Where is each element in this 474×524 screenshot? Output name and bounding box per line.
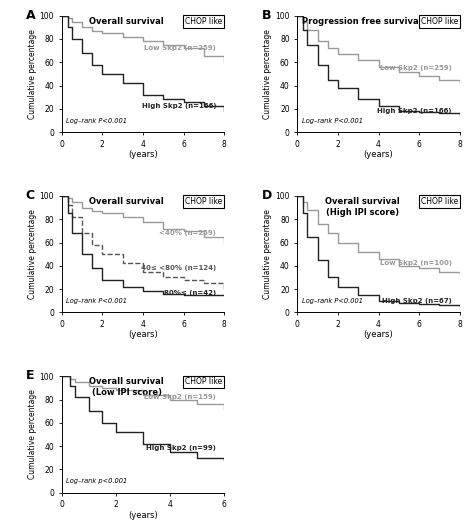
Text: Overall survival: Overall survival: [89, 377, 164, 386]
Text: 80%≤ (n=42): 80%≤ (n=42): [164, 290, 216, 296]
Text: High Skp2 (n=99): High Skp2 (n=99): [146, 445, 216, 451]
Text: Low Skp2 (n=100): Low Skp2 (n=100): [380, 260, 452, 266]
Text: Log–rank p<0.001: Log–rank p<0.001: [66, 478, 128, 484]
X-axis label: (years): (years): [128, 330, 158, 340]
Text: Overall survival: Overall survival: [89, 17, 164, 26]
Text: Log–rank P<0.001: Log–rank P<0.001: [302, 118, 363, 124]
Text: A: A: [26, 9, 36, 21]
Text: Low Skp2 (n=259): Low Skp2 (n=259): [144, 45, 216, 51]
Text: Log–rank P<0.001: Log–rank P<0.001: [302, 298, 363, 304]
Text: CHOP like: CHOP like: [185, 377, 222, 386]
Text: (High IPI score): (High IPI score): [326, 208, 399, 216]
Text: Progression free survival: Progression free survival: [302, 17, 422, 26]
Y-axis label: Cumulative percentage: Cumulative percentage: [264, 209, 273, 299]
Text: Log–rank P<0.001: Log–rank P<0.001: [66, 298, 128, 304]
Text: C: C: [26, 189, 35, 202]
Text: Log–rank P<0.001: Log–rank P<0.001: [66, 118, 128, 124]
Y-axis label: Cumulative percentage: Cumulative percentage: [27, 389, 36, 479]
Text: Low Skp2 (n=159): Low Skp2 (n=159): [144, 394, 216, 400]
Text: Low Skp2 (n=259): Low Skp2 (n=259): [380, 65, 452, 71]
Text: D: D: [262, 189, 272, 202]
Text: Overall survival: Overall survival: [89, 197, 164, 206]
X-axis label: (years): (years): [364, 150, 393, 159]
X-axis label: (years): (years): [128, 510, 158, 520]
Text: E: E: [26, 369, 35, 383]
Y-axis label: Cumulative percentage: Cumulative percentage: [27, 209, 36, 299]
Text: CHOP like: CHOP like: [185, 17, 222, 26]
X-axis label: (years): (years): [128, 150, 158, 159]
Text: High Skp2 (n=166): High Skp2 (n=166): [142, 103, 216, 110]
Text: CHOP like: CHOP like: [185, 197, 222, 206]
Y-axis label: Cumulative percentage: Cumulative percentage: [264, 29, 273, 119]
Y-axis label: Cumulative percentage: Cumulative percentage: [27, 29, 36, 119]
Text: B: B: [262, 9, 271, 21]
Text: CHOP like: CHOP like: [421, 17, 458, 26]
Text: 40≤ <80% (n=124): 40≤ <80% (n=124): [141, 265, 216, 271]
Text: (Low IPI score): (Low IPI score): [91, 388, 162, 397]
Text: High Skp2 (n=67): High Skp2 (n=67): [382, 298, 452, 304]
Text: CHOP like: CHOP like: [421, 197, 458, 206]
Text: High Skp2 (n=166): High Skp2 (n=166): [377, 108, 452, 114]
X-axis label: (years): (years): [364, 330, 393, 340]
Text: <40% (n=259): <40% (n=259): [159, 230, 216, 236]
Text: Overall survival: Overall survival: [325, 197, 400, 206]
